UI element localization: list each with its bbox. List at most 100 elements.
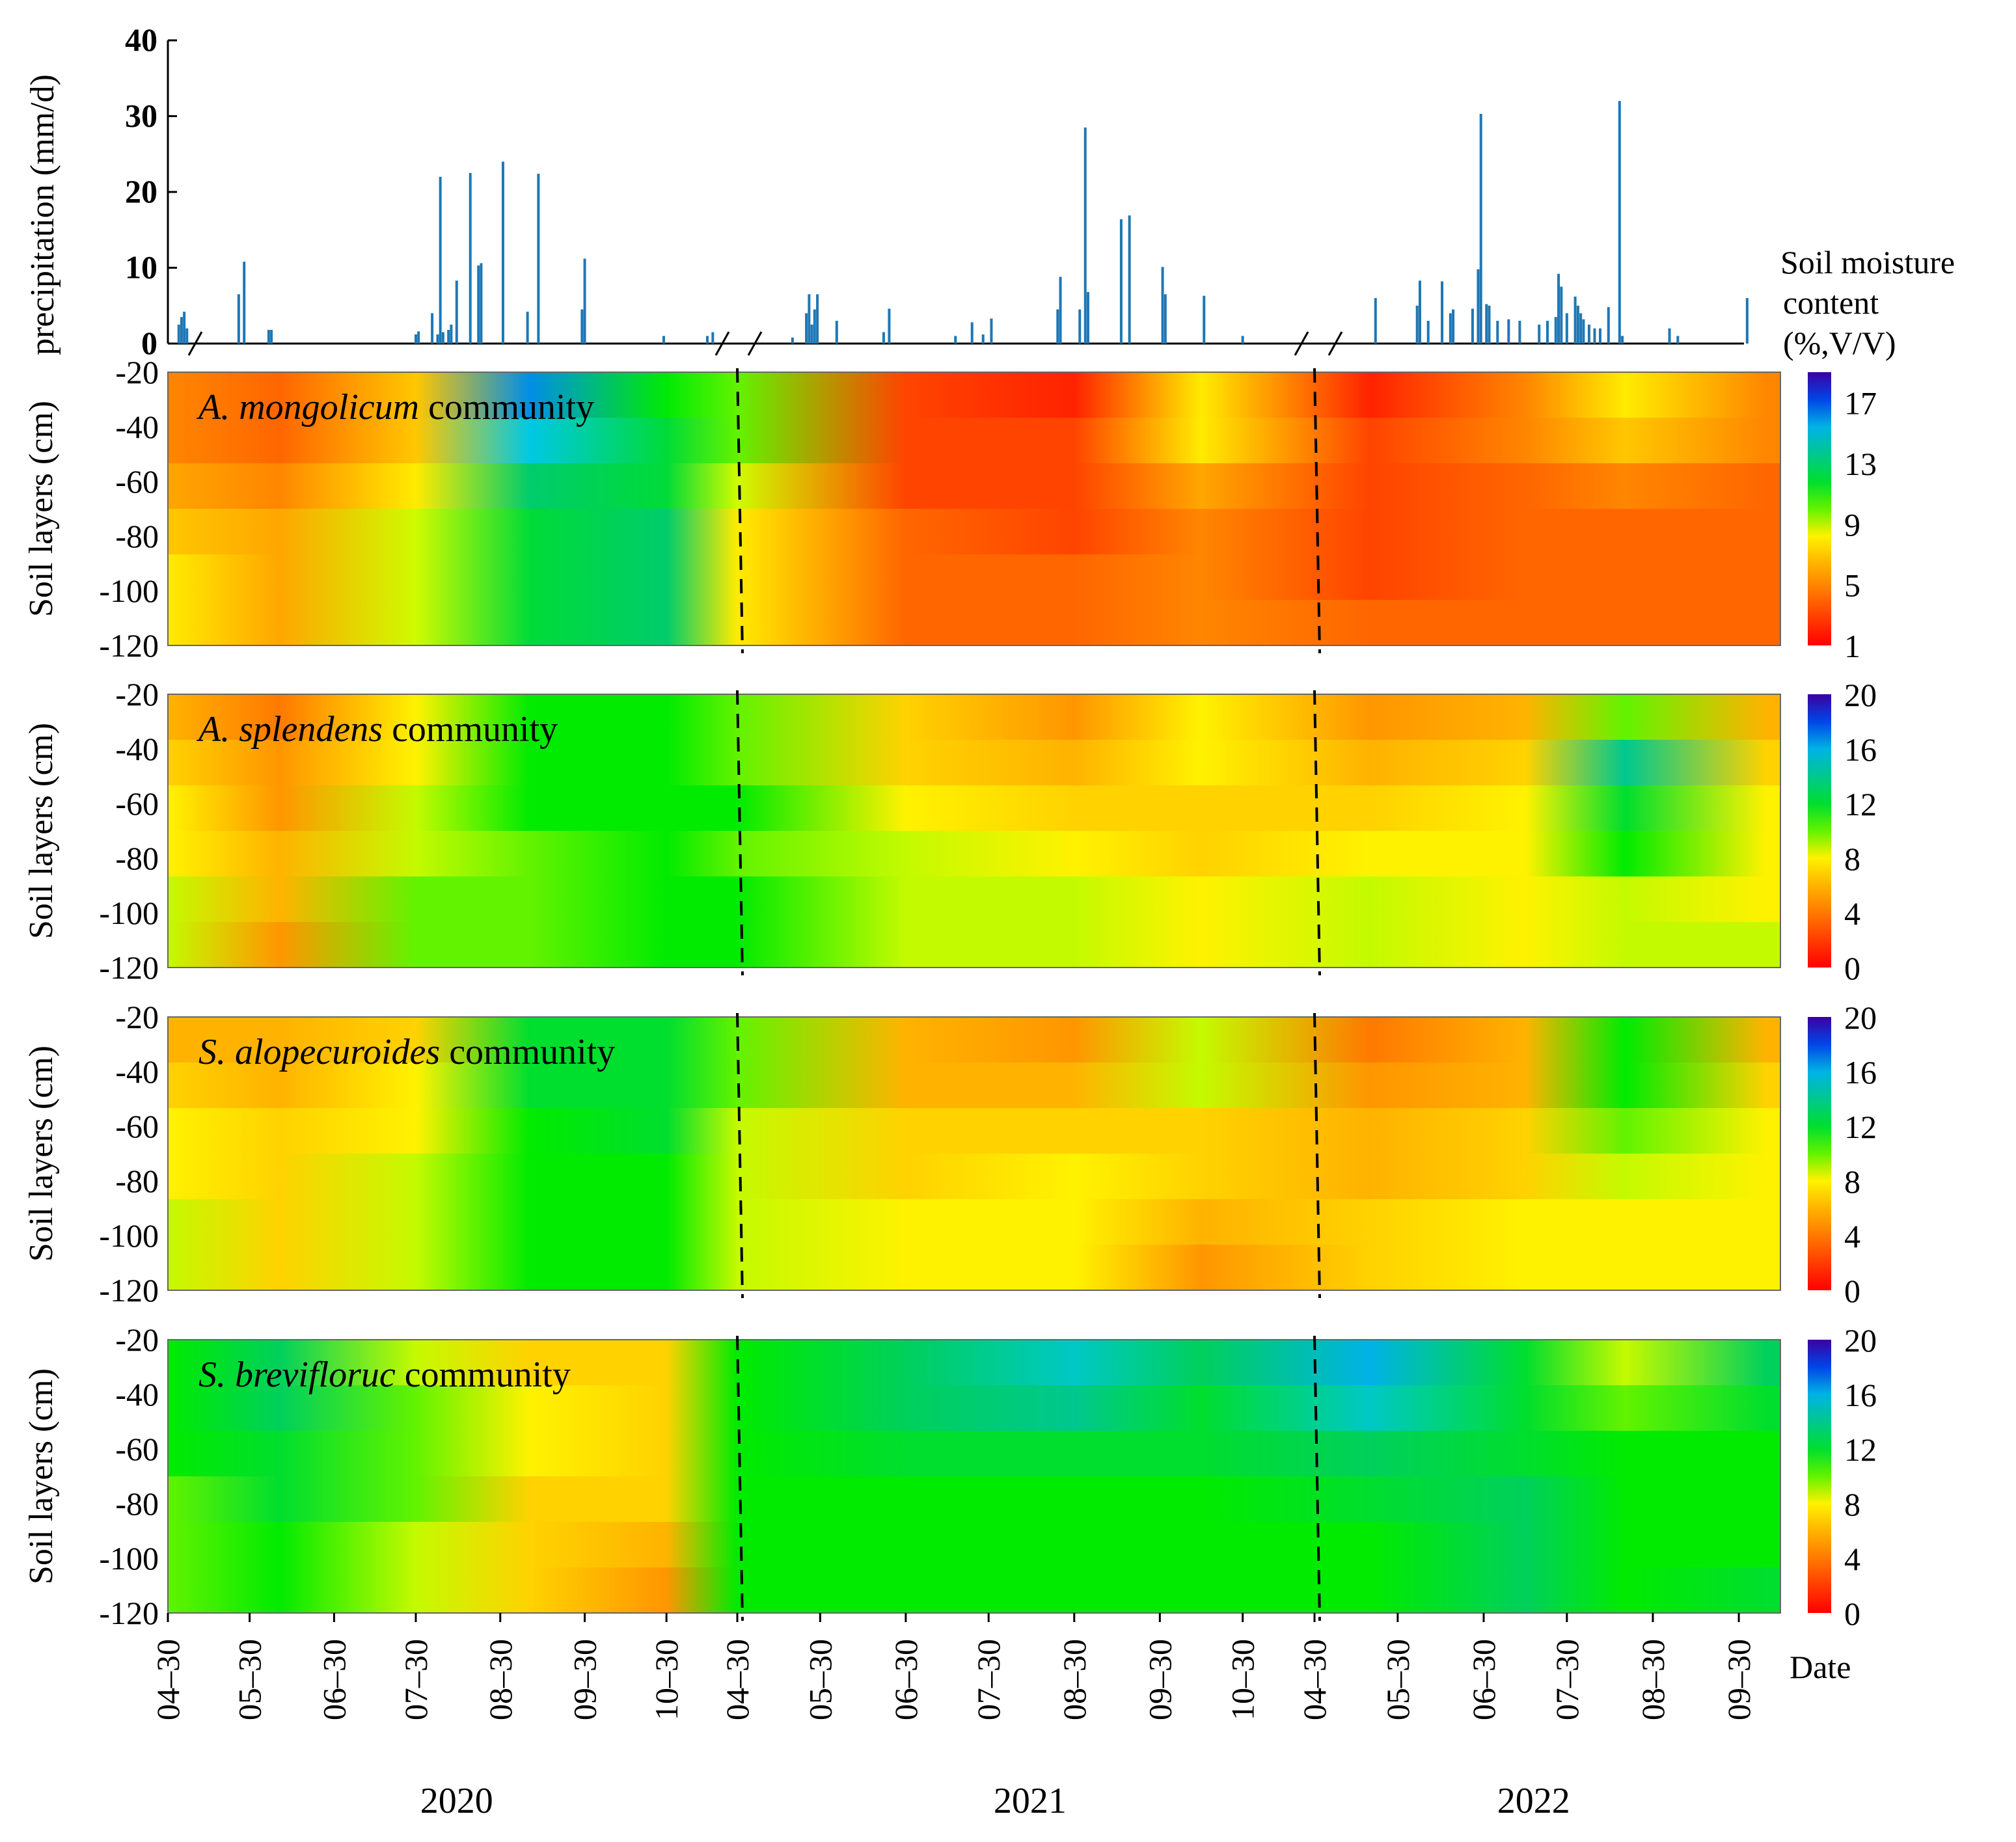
moisture-band xyxy=(168,554,1780,601)
colorbar-tick-label: 16 xyxy=(1844,731,1877,768)
precip-bar xyxy=(1485,304,1488,344)
date-tick-label: 04–30 xyxy=(1296,1639,1333,1720)
precip-bar xyxy=(816,294,819,344)
year-label: 2022 xyxy=(1497,1781,1570,1821)
moisture-band xyxy=(168,418,1780,464)
year-separator-line xyxy=(1313,690,1321,976)
precip-bar xyxy=(1452,309,1455,344)
community-word: community xyxy=(440,1032,615,1072)
colorbar-tick-label: 20 xyxy=(1844,999,1877,1036)
precip-bar xyxy=(180,317,183,344)
precip-bar xyxy=(1546,321,1549,344)
soil-moisture-heatmaps: -20 -40 -60 -80 -100 -120 Soil layers (cm) A. m… xyxy=(23,354,1877,1632)
moisture-band xyxy=(168,922,1780,968)
precip-bar xyxy=(1565,313,1568,344)
x-axis-label: Date xyxy=(1790,1649,1851,1685)
axis-break-mark xyxy=(747,331,763,356)
year-separator-line xyxy=(1313,1335,1321,1621)
moisture-band xyxy=(168,1017,1780,1063)
moisture-band xyxy=(168,463,1780,509)
moisture-band xyxy=(168,1567,1780,1614)
precip-bar xyxy=(1560,286,1563,344)
precip-bar xyxy=(1518,321,1521,344)
year-separator-line xyxy=(736,368,744,654)
precip-bar xyxy=(243,262,246,344)
colorbar-tick-label: 17 xyxy=(1844,385,1877,422)
precip-bar xyxy=(580,309,584,344)
colorbar-tick-label: 4 xyxy=(1844,895,1860,932)
colorbar xyxy=(1808,1340,1831,1613)
precip-y-tick-label: 30 xyxy=(125,98,157,134)
moisture-band xyxy=(168,372,1780,418)
precip-bar xyxy=(1593,328,1596,344)
precip-bar xyxy=(1241,336,1244,344)
heatmap-frame xyxy=(167,1016,1781,1291)
precip-bar xyxy=(1203,295,1206,344)
heatmap-frame xyxy=(167,694,1781,968)
heatmap-y-tick-label: -80 xyxy=(115,518,159,554)
heatmap-y-tick-label: -80 xyxy=(115,1485,159,1522)
precip-bar xyxy=(662,336,665,344)
moisture-band xyxy=(168,831,1780,877)
date-tick-label: 06–30 xyxy=(1465,1639,1502,1720)
heatmap-y-axis-label: Soil layers (cm) xyxy=(23,1046,60,1262)
moisture-band xyxy=(168,1245,1780,1291)
species-name: S. breviflorис xyxy=(198,1355,396,1395)
colorbar-tick-label: 8 xyxy=(1844,1163,1860,1200)
precip-bar xyxy=(805,313,808,344)
year-label: 2021 xyxy=(994,1781,1067,1821)
precip-bar xyxy=(1618,101,1621,344)
precip-bar xyxy=(1119,219,1123,344)
precip-bar xyxy=(1573,296,1577,344)
moisture-band xyxy=(168,1340,1780,1386)
precip-bar xyxy=(501,161,504,344)
precip-bar xyxy=(1374,298,1377,344)
community-word: community xyxy=(383,709,558,750)
precip-bar xyxy=(1128,215,1131,344)
moisture-band xyxy=(168,785,1780,832)
precip-bar xyxy=(1056,309,1059,344)
heatmap-y-tick-label: -60 xyxy=(115,785,159,822)
moisture-band xyxy=(168,1522,1780,1568)
date-tick-label: 08–30 xyxy=(482,1639,519,1720)
moisture-band xyxy=(168,1108,1780,1154)
colorbar-tick-label: 8 xyxy=(1844,841,1860,877)
heatmap-y-tick-label: -80 xyxy=(115,840,159,876)
precip-bar xyxy=(1078,309,1082,344)
year-separator-line xyxy=(1313,368,1321,654)
heatmap-y-tick-label: -20 xyxy=(115,354,159,390)
date-axis: 04–30 05–30 06–30 07–30 08–30 09–30 10–30 04–30… xyxy=(150,1613,1851,1821)
precip-bar xyxy=(705,336,709,344)
precip-bar xyxy=(1441,281,1444,344)
precip-bar xyxy=(1083,127,1087,344)
precip-bar xyxy=(439,176,442,344)
precip-bar xyxy=(185,328,189,344)
precip-bar xyxy=(1579,313,1583,344)
axis-break-mark xyxy=(715,331,730,356)
heatmap-y-axis-label: Soil layers (cm) xyxy=(23,1368,60,1584)
heatmap-y-tick-label: -100 xyxy=(99,895,159,931)
precip-bar xyxy=(1477,269,1480,344)
heatmap-y-tick-label: -80 xyxy=(115,1163,159,1199)
precip-bar xyxy=(954,336,957,344)
heatmap-y-tick-label: -40 xyxy=(115,1376,159,1413)
precip-bar xyxy=(455,280,458,344)
moisture-band xyxy=(168,1154,1780,1200)
precip-bar xyxy=(1598,328,1601,344)
precip-bar xyxy=(450,324,453,344)
precip-bar xyxy=(436,334,439,344)
precip-bar xyxy=(1161,267,1164,344)
precip-bar xyxy=(414,334,417,344)
community-title: S. breviflorис community xyxy=(198,1355,571,1395)
precip-bar xyxy=(1538,324,1541,344)
legend-title-line: content xyxy=(1783,284,1879,321)
precip-bar xyxy=(970,322,974,344)
precip-bar xyxy=(537,174,540,344)
precip-bar xyxy=(1676,336,1680,344)
precip-bar xyxy=(583,258,586,344)
heatmap-y-tick-label: -60 xyxy=(115,1108,159,1144)
moisture-band xyxy=(168,1431,1780,1477)
precip-bar xyxy=(1621,336,1624,344)
date-tick-label: 06–30 xyxy=(888,1639,924,1720)
